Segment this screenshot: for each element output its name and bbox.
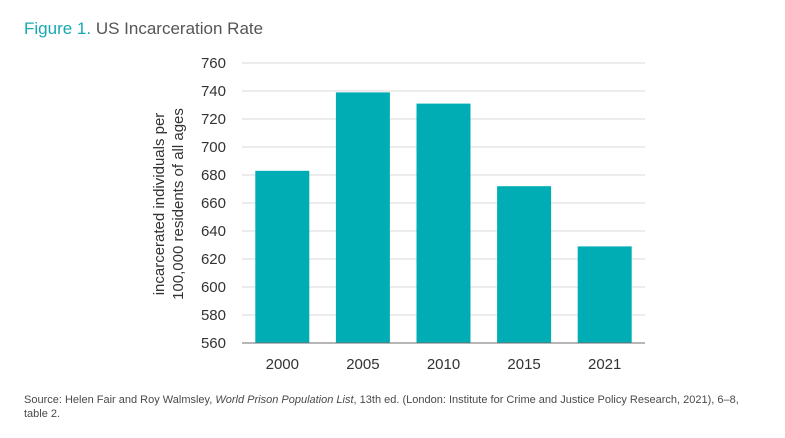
y-tick-label: 720 [201,111,226,128]
figure-label: Figure 1. [24,19,92,38]
chart-title-text: US Incarceration Rate [95,19,264,38]
y-tick-label: 560 [201,335,226,352]
x-tick-label: 2021 [588,356,621,373]
x-tick-label: 2015 [507,356,540,373]
source-suffix: , 13th ed. (London: Institute for Crime … [24,394,739,420]
bar-2021 [577,246,632,343]
chart-title: Figure 1. US Incarceration Rate [24,19,263,39]
x-tick-label: 2005 [346,356,379,373]
y-tick-label: 700 [201,139,226,156]
x-tick-label: 2000 [266,356,299,373]
x-tick-label: 2010 [427,356,460,373]
y-tick-label: 740 [201,83,226,100]
y-axis-ticks: 560 580 600 620 640 660 680 700 720 740 760 [201,55,226,352]
bar-2005 [335,92,390,344]
bars [255,92,632,344]
source-note: Source: Helen Fair and Roy Walmsley, Wor… [24,393,764,421]
source-prefix: Source: Helen Fair and Roy Walmsley, [24,394,216,406]
y-tick-label: 660 [201,195,226,212]
y-tick-label: 640 [201,223,226,240]
bar-2000 [255,170,310,343]
y-tick-label: 580 [201,307,226,324]
y-tick-label: 760 [201,55,226,72]
y-axis-label-line2: 100,000 residents of all ages [170,108,187,300]
y-tick-label: 680 [201,167,226,184]
bar-2010 [416,103,471,343]
y-tick-label: 620 [201,251,226,268]
y-axis-label-line1: incarcerated individuals per [151,113,168,296]
bar-2015 [497,186,552,343]
x-axis-ticks: 2000 2005 2010 2015 2021 [266,356,622,373]
source-title: World Prison Population List [215,394,354,406]
y-tick-label: 600 [201,279,226,296]
